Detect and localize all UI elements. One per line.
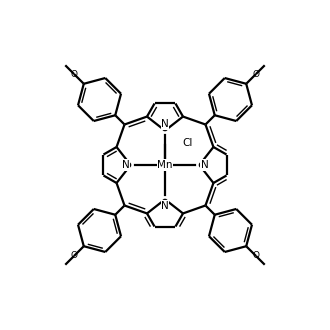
Text: Cl: Cl: [182, 138, 192, 148]
Text: N: N: [161, 201, 169, 211]
Text: O: O: [71, 251, 78, 260]
Text: O: O: [252, 251, 259, 260]
Text: N: N: [201, 160, 209, 170]
Text: N: N: [121, 160, 129, 170]
Text: O: O: [71, 70, 78, 79]
Text: O: O: [252, 70, 259, 79]
Text: N: N: [161, 119, 169, 129]
Text: Mn: Mn: [157, 160, 173, 170]
